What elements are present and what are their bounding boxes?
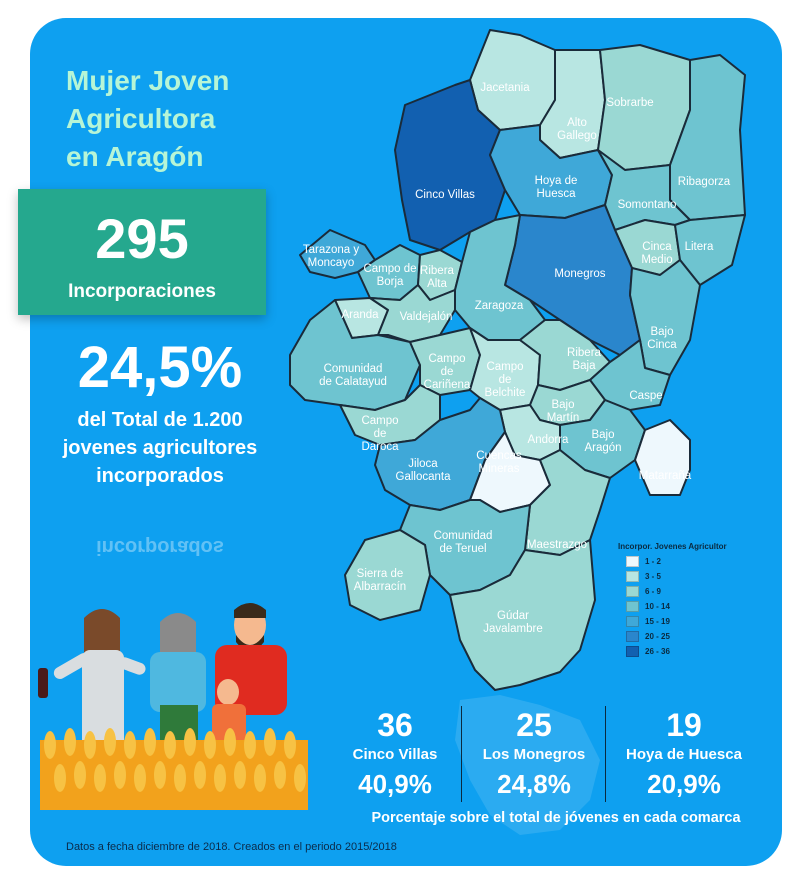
region-albarracin[interactable]: [344, 529, 431, 621]
stat-name: Hoya de Huesca: [626, 746, 742, 763]
label-litera: Litera: [685, 241, 714, 253]
stat-monegros: 25 Los Monegros 24,8%: [464, 705, 604, 803]
stat-divider: [605, 706, 606, 802]
total-badge: 295 Incorporaciones: [18, 189, 266, 315]
legend-swatch: [626, 645, 639, 657]
legend-swatch: [626, 600, 639, 612]
region-bajo-cinca[interactable]: [629, 259, 701, 376]
stat-count: 19: [666, 707, 702, 743]
legend-swatch: [626, 585, 639, 597]
map-reflection: [455, 695, 600, 835]
stats-caption: Porcentaje sobre el total de jóvenes en …: [371, 810, 741, 826]
label-cuencas-mineras: Cuencas Mineras: [476, 450, 522, 475]
label-calatayud: Comunidad de Calatayud: [319, 363, 387, 388]
infographic-title: Mujer Joven Agricultora en Aragón: [66, 62, 326, 176]
percent-description: del Total de 1.200 jovenes agricultores …: [62, 409, 258, 487]
stat-percent: 24,8%: [497, 769, 571, 799]
label-jiloca: Jiloca Gallocanta: [396, 458, 452, 483]
label-zaragoza: Zaragoza: [475, 300, 524, 312]
label-cinca-medio: Cinca Medio: [641, 241, 672, 266]
label-albarracin: Sierra de Albarracín: [354, 568, 406, 593]
stat-percent: 20,9%: [647, 769, 721, 799]
region-daroca[interactable]: [339, 384, 441, 446]
label-monegros: Monegros: [554, 268, 605, 280]
region-gudar[interactable]: [449, 539, 596, 691]
legend-swatch: [626, 570, 639, 582]
farmers-illustration: [38, 603, 308, 810]
label-ribagorza: Ribagorza: [678, 176, 731, 188]
label-daroca: Campo de Daroca: [361, 415, 399, 453]
label-teruel: Comunidad de Teruel: [434, 530, 493, 555]
legend-item: 1 - 2: [618, 555, 778, 567]
label-carinena: Campo de Cariñena: [424, 353, 471, 391]
total-label: Incorporaciones: [68, 281, 216, 302]
legend-item: 26 - 36: [618, 645, 778, 657]
label-jacetania: Jacetania: [480, 82, 530, 94]
legend-swatch: [626, 615, 639, 627]
legend-item: 3 - 5: [618, 570, 778, 582]
total-value: 295: [95, 207, 189, 270]
map-legend: Incorpor. Jovenes Agricultor 1 - 2 3 - 5…: [618, 542, 778, 660]
label-sobrarbe: Sobrarbe: [606, 97, 653, 109]
title-line-3: en Aragón: [66, 141, 204, 172]
label-matarrana: Matarraña: [639, 470, 692, 482]
legend-item: 10 - 14: [618, 600, 778, 612]
label-hoya-de-huesca: Hoya de Huesca: [535, 175, 578, 200]
legend-item: 20 - 25: [618, 630, 778, 642]
label-ribera-alta: Ribera Alta: [420, 265, 454, 290]
legend-item: 6 - 9: [618, 585, 778, 597]
footnote: Datos a fecha diciembre de 2018. Creados…: [66, 841, 397, 853]
stat-name: Los Monegros: [482, 746, 586, 763]
title-line-1: Mujer Joven: [66, 65, 230, 96]
label-maestrazgo: Maestrazgo: [527, 539, 587, 551]
label-bajo-cinca: Bajo Cinca: [647, 326, 677, 351]
label-campo-de-borja: Campo de Borja: [363, 263, 416, 288]
label-bajo-aragon: Bajo Aragón: [584, 429, 621, 454]
stat-count: 25: [516, 707, 552, 743]
stat-hoya-de-huesca: 19 Hoya de Huesca 20,9%: [614, 705, 754, 803]
stat-name: Cinco Villas: [352, 746, 438, 763]
legend-swatch: [626, 630, 639, 642]
legend-item: 15 - 19: [618, 615, 778, 627]
label-aranda: Aranda: [341, 309, 379, 321]
region-valdejalon[interactable]: [369, 284, 456, 343]
region-zaragoza[interactable]: [454, 214, 546, 341]
label-cinco-villas: Cinco Villas: [415, 189, 475, 201]
legend-title: Incorpor. Jovenes Agricultor: [618, 542, 727, 551]
stat-percent: 40,9%: [358, 769, 432, 799]
stat-count: 36: [377, 707, 413, 743]
label-valdejalon: Valdejalón: [400, 311, 453, 323]
legend-swatch: [626, 555, 639, 567]
label-somontano: Somontano: [618, 199, 677, 211]
label-caspe: Caspe: [629, 390, 662, 402]
percent-value: 24,5%: [77, 335, 243, 400]
label-belchite: Campo de Belchite: [485, 361, 526, 399]
stat-cinco-villas: 36 Cinco Villas 40,9%: [325, 705, 465, 803]
label-ribera-baja: Ribera Baja: [567, 347, 601, 372]
title-line-2: Agricultora: [66, 103, 216, 134]
label-alto-gallego: Alto Gallego: [557, 117, 597, 142]
label-andorra: Andorra: [528, 434, 570, 446]
label-bajo-martin: Bajo Martín: [547, 399, 580, 424]
region-matarrana[interactable]: [634, 419, 691, 496]
label-tarazona: Tarazona y Moncayo: [303, 244, 360, 269]
stat-divider: [461, 706, 462, 802]
label-gudar: Gúdar Javalambre: [483, 610, 542, 635]
